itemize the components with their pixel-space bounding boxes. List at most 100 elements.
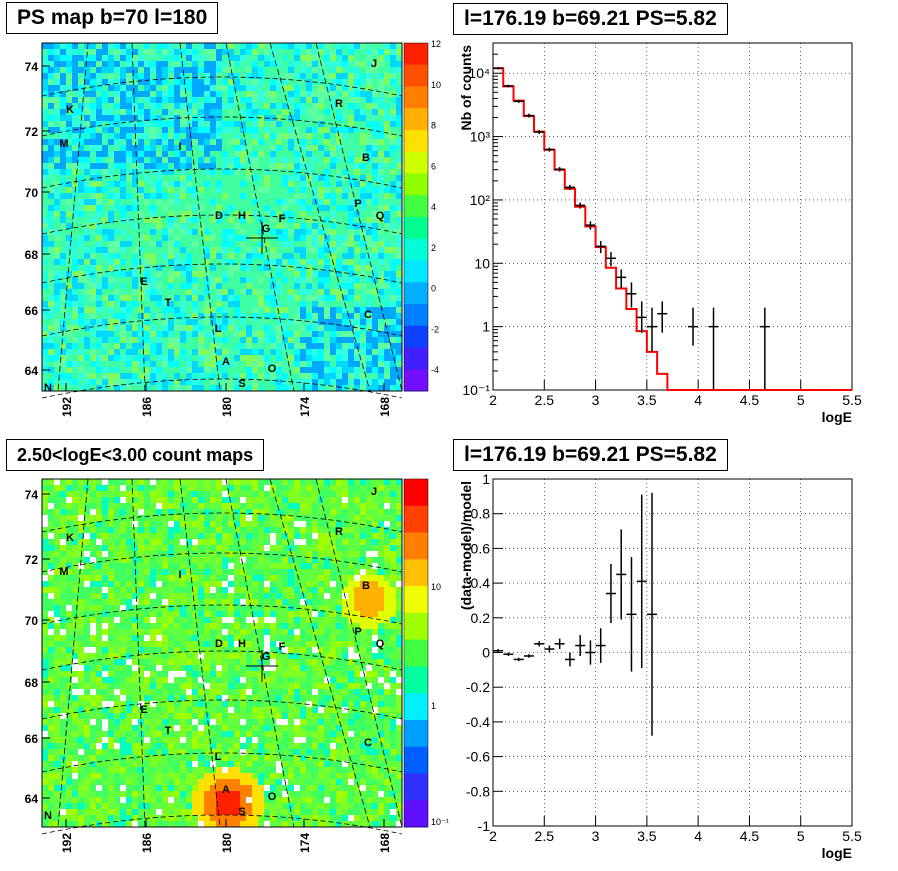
map-pixel — [198, 527, 204, 533]
map-pixel — [300, 343, 306, 349]
map-pixel — [162, 581, 168, 587]
map-pixel — [252, 205, 258, 211]
map-pixel — [48, 551, 54, 557]
map-pixel — [96, 581, 102, 587]
map-pixel — [204, 139, 210, 145]
map-pixel — [306, 485, 312, 491]
map-pixel — [300, 61, 306, 67]
map-pixel — [288, 307, 294, 313]
map-pixel — [366, 91, 372, 97]
map-pixel — [294, 145, 300, 151]
map-pixel — [318, 515, 324, 521]
map-pixel — [144, 581, 150, 587]
map-pixel — [306, 515, 312, 521]
map-pixel — [216, 539, 222, 545]
map-pixel — [48, 43, 54, 49]
map-pixel — [174, 545, 180, 551]
x-tick-label: 3.5 — [637, 392, 657, 408]
map-pixel — [342, 211, 348, 217]
map-pixel — [294, 569, 300, 575]
map-pixel — [102, 337, 108, 343]
map-pixel — [192, 599, 198, 605]
map-pixel — [234, 485, 240, 491]
map-pixel — [264, 331, 270, 337]
map-pixel — [264, 175, 270, 181]
map-pixel — [324, 557, 330, 563]
map-pixel — [72, 199, 78, 205]
map-pixel — [162, 145, 168, 151]
map-pixel — [348, 73, 354, 79]
map-pixel — [144, 551, 150, 557]
map-pixel — [102, 205, 108, 211]
map-pixel — [246, 539, 252, 545]
map-pixel — [264, 247, 270, 253]
map-pixel — [348, 533, 354, 539]
map-pixel — [132, 199, 138, 205]
map-pixel — [384, 67, 390, 73]
map-pixel — [306, 557, 312, 563]
map-pixel — [390, 61, 396, 67]
map-pixel — [210, 385, 216, 391]
map-pixel — [156, 367, 162, 373]
map-pixel — [192, 503, 198, 509]
map-pixel — [228, 533, 234, 539]
map-pixel — [294, 133, 300, 139]
map-pixel — [366, 175, 372, 181]
map-pixel — [318, 331, 324, 337]
map-pixel — [222, 187, 228, 193]
map-pixel — [90, 265, 96, 271]
map-pixel — [252, 515, 258, 521]
map-pixel — [192, 575, 198, 581]
map-pixel — [192, 175, 198, 181]
x-tick-label: 2.5 — [535, 392, 555, 408]
map-pixel — [228, 337, 234, 343]
map-pixel — [234, 581, 240, 587]
map-pixel — [114, 485, 120, 491]
map-pixel — [54, 265, 60, 271]
map-pixel — [228, 139, 234, 145]
map-pixel — [186, 527, 192, 533]
map-pixel — [96, 331, 102, 337]
map-pixel — [324, 211, 330, 217]
map-pixel — [108, 49, 114, 55]
map-pixel — [294, 581, 300, 587]
map-pixel — [318, 205, 324, 211]
map-pixel — [288, 199, 294, 205]
map-pixel — [342, 205, 348, 211]
map-pixel — [114, 301, 120, 307]
map-pixel — [108, 301, 114, 307]
map-pixel — [282, 187, 288, 193]
map-pixel — [336, 49, 342, 55]
map-pixel — [258, 479, 264, 485]
map-pixel — [342, 127, 348, 133]
map-pixel — [264, 569, 270, 575]
map-pixel — [258, 175, 264, 181]
map-pixel — [216, 43, 222, 49]
map-pixel — [336, 509, 342, 515]
map-pixel — [366, 307, 372, 313]
map-pixel — [360, 539, 366, 545]
map-pixel — [288, 503, 294, 509]
map-pixel — [300, 319, 306, 325]
map-pixel — [348, 527, 354, 533]
map-pixel — [84, 253, 90, 259]
map-pixel — [306, 217, 312, 223]
map-pixel — [276, 187, 282, 193]
map-pixel — [336, 199, 342, 205]
map-pixel — [366, 599, 372, 605]
x-tick-label: 3 — [592, 392, 600, 408]
map-pixel — [396, 67, 402, 73]
map-pixel — [66, 199, 72, 205]
map-pixel — [318, 73, 324, 79]
map-pixel — [348, 587, 354, 593]
map-pixel — [42, 539, 48, 545]
map-pixel — [378, 85, 384, 91]
map-pixel — [102, 145, 108, 151]
map-pixel — [162, 79, 168, 85]
map-pixel — [138, 551, 144, 557]
map-pixel — [126, 97, 132, 103]
map-pixel — [294, 67, 300, 73]
map-pixel — [390, 169, 396, 175]
map-pixel — [204, 109, 210, 115]
map-pixel — [72, 361, 78, 367]
